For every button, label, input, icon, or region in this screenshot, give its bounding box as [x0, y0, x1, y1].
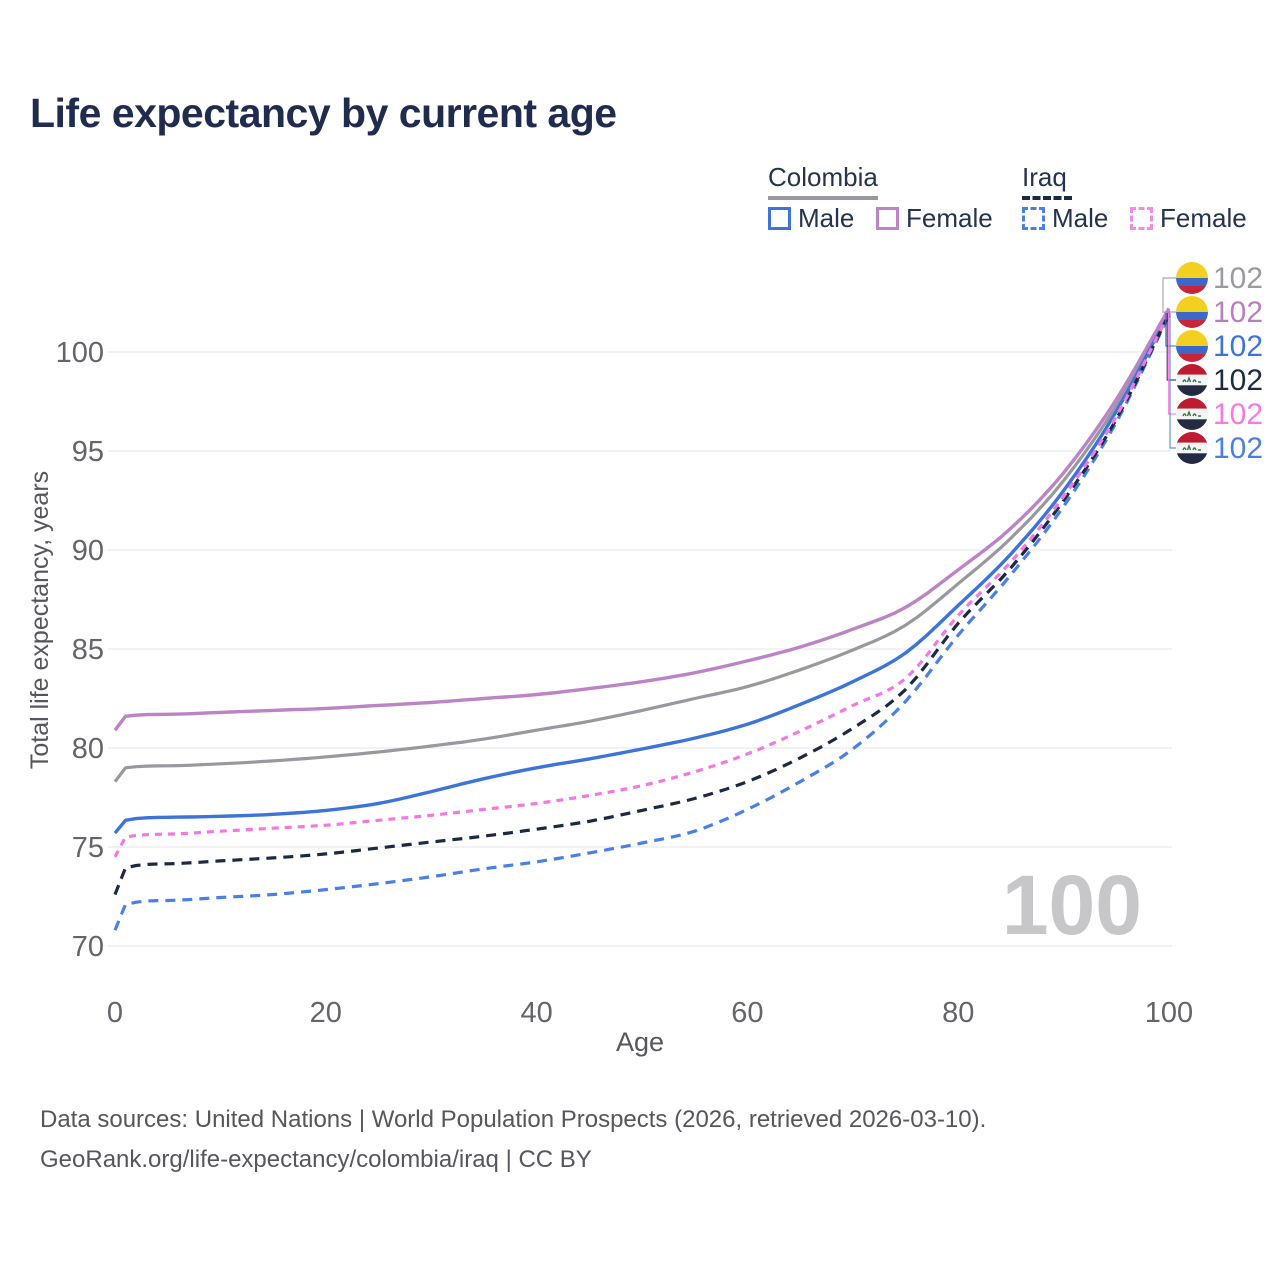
legend-item-iraq-female[interactable]: Female: [1130, 203, 1247, 234]
flag-band-black: [1176, 385, 1208, 396]
series-lines: [113, 307, 1171, 931]
flag-band-blue: [1176, 346, 1208, 354]
iraq-flag-icon: [1176, 432, 1208, 464]
flag-band-red: [1176, 432, 1208, 443]
colombia-flag-icon: [1176, 262, 1208, 294]
legend-group-colombia: Colombia: [768, 162, 878, 200]
leader-line-iraq-all: [1166, 313, 1176, 381]
flag-band-red: [1176, 286, 1208, 294]
legend-label: Female: [1160, 203, 1247, 233]
y-tick-label-85: 85: [72, 634, 104, 666]
x-axis-title: Age: [616, 1027, 664, 1057]
leader-line-colombia-female: [1163, 311, 1176, 313]
flag-band-blue: [1176, 312, 1208, 320]
end-label-colombia-male: 102: [1176, 330, 1263, 363]
y-tick-label-75: 75: [72, 832, 104, 864]
end-value-label: 102: [1213, 432, 1263, 465]
flag-band-red: [1176, 364, 1208, 375]
legend-swatch-colombia-male-icon: [768, 207, 791, 230]
legend-label: Female: [906, 203, 993, 233]
current-age-watermark: 100: [1001, 858, 1142, 952]
flag-band-white: [1176, 374, 1208, 386]
legend-label: Male: [1052, 203, 1109, 233]
attribution-text: GeoRank.org/life-expectancy/colombia/ira…: [40, 1146, 592, 1173]
x-tick-label-100: 100: [1145, 997, 1193, 1029]
flag-band-black: [1176, 453, 1208, 464]
flag-takbir-script: [1182, 376, 1201, 383]
leader-line-colombia-all: [1162, 277, 1176, 313]
flag-takbir-script: [1182, 444, 1201, 451]
gridlines: [108, 351, 1172, 947]
x-tick-label-80: 80: [942, 997, 974, 1029]
flag-band-white: [1176, 442, 1208, 454]
end-label-iraq-all: 102: [1176, 364, 1263, 397]
series-line-iraq-female[interactable]: [113, 312, 1171, 858]
legend-country-iraq[interactable]: Iraq: [1022, 162, 1067, 192]
flag-band-yellow: [1176, 262, 1208, 278]
end-label-colombia-female: 102: [1176, 296, 1263, 329]
x-tick-label-20: 20: [310, 997, 342, 1029]
series-line-iraq-all[interactable]: [113, 313, 1171, 896]
flag-takbir-script: [1182, 410, 1201, 417]
leader-line-iraq-female: [1167, 313, 1176, 415]
series-line-iraq-male[interactable]: [113, 314, 1171, 931]
x-tick-label-60: 60: [731, 997, 763, 1029]
data-sources-text: Data sources: United Nations | World Pop…: [40, 1106, 987, 1133]
end-label-iraq-male: 102: [1176, 432, 1263, 465]
end-value-label: 102: [1213, 330, 1263, 363]
leader-line-iraq-male: [1169, 313, 1176, 449]
flag-band-black: [1176, 419, 1208, 430]
leader-lines: [1162, 277, 1176, 449]
flag-band-yellow: [1176, 296, 1208, 312]
legend-item-iraq-male[interactable]: Male: [1022, 203, 1108, 234]
y-tick-label-80: 80: [72, 733, 104, 765]
colombia-flag-icon: [1176, 330, 1208, 362]
legend-country-colombia[interactable]: Colombia: [768, 162, 878, 192]
x-tick-label-0: 0: [107, 997, 123, 1029]
leader-line-colombia-male: [1165, 313, 1176, 347]
end-label-colombia-all: 102: [1176, 262, 1263, 295]
y-tick-label-90: 90: [72, 535, 104, 567]
flag-band-white: [1176, 408, 1208, 420]
end-value-label: 102: [1213, 398, 1263, 431]
end-value-label: 102: [1213, 296, 1263, 329]
flag-band-yellow: [1176, 330, 1208, 346]
page-title: Life expectancy by current age: [30, 90, 617, 136]
y-tick-label-70: 70: [72, 931, 104, 963]
series-line-colombia-female[interactable]: [113, 307, 1171, 732]
flag-band-red: [1176, 354, 1208, 362]
series-line-colombia-all[interactable]: [113, 309, 1171, 783]
legend-label: Male: [798, 203, 855, 233]
legend-swatch-iraq-female-icon: [1130, 207, 1153, 230]
legend-item-colombia-female[interactable]: Female: [876, 203, 993, 234]
flag-band-red: [1176, 320, 1208, 328]
legend-group-iraq: Iraq: [1022, 162, 1072, 200]
axis-ticks: 70 75 80 85 90 95 100 0 20 40 60 80 100: [56, 337, 1194, 1029]
end-value-label: 102: [1213, 262, 1263, 295]
iraq-flag-icon: [1176, 364, 1208, 396]
colombia-flag-icon: [1176, 296, 1208, 328]
end-value-label: 102: [1213, 364, 1263, 397]
legend-underline-iraq: [1022, 196, 1072, 200]
end-label-iraq-female: 102: [1176, 398, 1263, 431]
legend-swatch-iraq-male-icon: [1022, 207, 1045, 230]
y-axis-title: Total life expectancy, years: [26, 471, 54, 769]
flag-band-blue: [1176, 278, 1208, 286]
legend-swatch-colombia-female-icon: [876, 207, 899, 230]
x-tick-label-40: 40: [520, 997, 552, 1029]
legend-underline-colombia: [768, 196, 878, 200]
y-tick-label-95: 95: [72, 436, 104, 468]
y-tick-label-100: 100: [56, 337, 104, 369]
series-line-colombia-male[interactable]: [113, 311, 1171, 835]
flag-band-red: [1176, 398, 1208, 409]
legend-item-colombia-male[interactable]: Male: [768, 203, 854, 234]
iraq-flag-icon: [1176, 398, 1208, 430]
